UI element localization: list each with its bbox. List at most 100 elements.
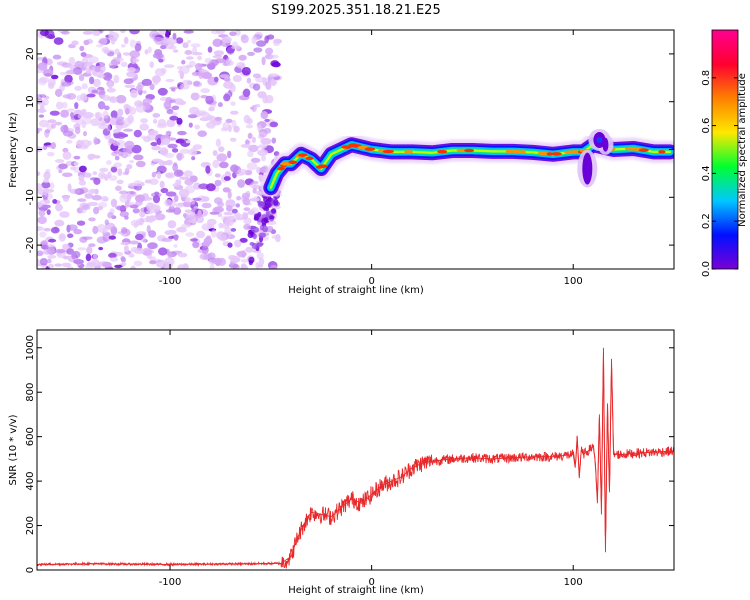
noise-blob <box>168 235 176 239</box>
noise-blob <box>171 112 178 116</box>
noise-blob <box>186 210 195 219</box>
noise-blob <box>224 219 234 227</box>
noise-blob <box>38 209 46 217</box>
x-tick-label: 100 <box>564 276 583 287</box>
noise-blob <box>217 201 225 208</box>
noise-blob <box>37 188 49 196</box>
noise-blob <box>144 49 149 55</box>
noise-blob <box>153 118 158 124</box>
spectrogram-ridge <box>259 128 674 199</box>
y-tick-label: 10 <box>25 95 36 108</box>
noise-blob <box>176 117 183 125</box>
noise-blob <box>89 76 95 85</box>
noise-blob <box>197 55 202 61</box>
noise-blob <box>122 171 129 176</box>
noise-blob <box>78 179 86 186</box>
noise-blob <box>251 226 260 233</box>
noise-blob <box>186 56 194 60</box>
noise-blob <box>116 57 124 62</box>
noise-blob <box>45 129 51 134</box>
noise-blob <box>258 232 266 238</box>
noise-blob <box>177 264 186 269</box>
noise-blob <box>135 233 144 241</box>
noise-blob <box>243 114 251 124</box>
noise-blob <box>195 63 203 71</box>
noise-blob <box>222 36 232 44</box>
noise-blob <box>54 219 65 227</box>
noise-blob <box>104 219 110 225</box>
noise-blob <box>61 262 72 268</box>
noise-blob <box>251 104 257 112</box>
noise-blob <box>162 137 171 146</box>
noise-blob <box>269 54 279 59</box>
noise-blob <box>110 117 117 124</box>
noise-blob <box>148 215 157 222</box>
noise-blob <box>245 246 254 253</box>
noise-blob <box>149 178 159 185</box>
noise-blob <box>252 187 257 194</box>
noise-blob <box>133 154 144 161</box>
noise-blob <box>92 30 101 36</box>
noise-blob <box>108 175 118 181</box>
noise-blob <box>252 83 261 91</box>
noise-blob <box>256 252 264 260</box>
noise-blob <box>236 195 242 201</box>
noise-blob <box>85 263 95 269</box>
noise-blob <box>251 136 256 143</box>
noise-blob <box>205 165 211 174</box>
noise-blob <box>141 78 152 86</box>
noise-blob <box>261 56 266 66</box>
noise-blob <box>129 30 140 35</box>
noise-blob <box>173 234 179 241</box>
noise-blob <box>81 63 92 68</box>
noise-blob <box>129 39 137 48</box>
noise-blob <box>77 113 85 119</box>
noise-blob <box>242 212 249 220</box>
noise-blob <box>112 129 121 134</box>
noise-blob <box>86 68 92 74</box>
noise-blob <box>201 72 213 79</box>
ridge-hotspot <box>658 150 666 154</box>
x-tick-label: -100 <box>159 577 182 588</box>
noise-blob <box>171 105 180 111</box>
snr-plot-area <box>37 330 674 570</box>
noise-blob <box>150 141 158 147</box>
noise-blob <box>252 233 257 240</box>
noise-blob <box>38 78 47 86</box>
noise-blob <box>247 210 255 215</box>
noise-blob <box>88 243 96 248</box>
noise-blob <box>128 253 135 258</box>
noise-blob <box>160 187 169 194</box>
noise-blob <box>87 140 93 146</box>
noise-blob <box>194 124 200 130</box>
noise-blob <box>221 233 227 242</box>
noise-blob <box>114 48 120 55</box>
noise-blob <box>41 98 49 106</box>
noise-blob <box>223 81 234 89</box>
noise-blob <box>260 111 269 119</box>
figure-title: S199.2025.351.18.21.E25 <box>271 3 440 18</box>
noise-blob <box>272 38 281 47</box>
noise-blob <box>38 119 49 128</box>
noise-blob <box>103 49 110 54</box>
noise-blob <box>134 43 142 52</box>
noise-blob <box>46 246 56 255</box>
noise-blob <box>78 174 85 182</box>
noise-blob <box>88 56 99 64</box>
noise-blob <box>123 78 134 85</box>
noise-blob <box>102 227 109 234</box>
noise-blob <box>160 45 167 50</box>
noise-blob <box>37 183 43 191</box>
noise-blob <box>115 185 122 192</box>
noise-blob <box>208 106 215 112</box>
ridge-hotspot <box>537 151 549 156</box>
noise-blob <box>257 149 268 157</box>
noise-blob <box>227 150 232 159</box>
noise-blob <box>101 195 109 202</box>
ridge-hotspot <box>318 164 328 168</box>
noise-blob <box>60 124 69 134</box>
noise-blob <box>99 167 109 173</box>
ridge-hotspot <box>288 160 297 164</box>
noise-blob <box>154 213 166 221</box>
